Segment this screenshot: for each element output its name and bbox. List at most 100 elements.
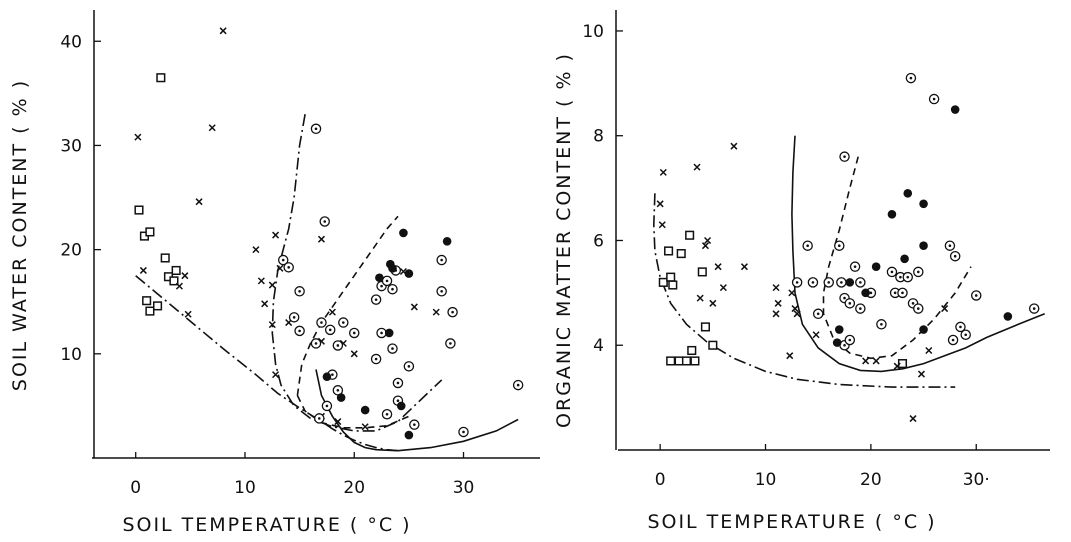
point-square [668,280,678,290]
point-cross [328,308,336,316]
point-filled-circle [861,288,870,298]
point-circle-dot [949,250,961,262]
point-square [134,205,144,215]
x-axis-title: SOIL TEMPERATURE ( °C ) [647,511,936,533]
fit-curve-dash-dot [271,114,443,432]
point-square [156,73,166,83]
point-circle-dot [348,327,360,339]
point-filled-circle [399,228,408,238]
point-circle-dot [812,308,824,320]
point-cross [272,231,280,239]
point-circle-dot [970,290,982,301]
point-circle-dot [387,283,398,295]
point-circle-dot [332,340,344,351]
point-cross [701,242,709,250]
point-square [145,227,155,237]
point-filled-circle [375,273,384,283]
point-filled-circle [404,269,414,278]
point-filled-circle [1003,312,1013,321]
point-cross [361,423,369,431]
point-cross [714,263,722,271]
point-circle-dot [381,275,393,287]
point-cross [812,331,820,339]
x-axis-title: SOIL TEMPERATURE ( °C ) [122,514,411,536]
point-circle-dot [319,216,330,227]
point-cross [317,235,325,243]
point-filled-circle [336,393,346,402]
point-square [687,345,697,356]
point-square [708,340,718,350]
organic-matter-chart: SOIL TEMPERATURE ( °C ) ORGANIC MATTER C… [553,10,1050,533]
point-filled-circle [950,105,960,114]
point-cross [432,308,440,316]
point-circle-dot [370,353,382,365]
point-cross [791,305,799,313]
point-circle-dot [324,324,336,336]
point-circle-dot [839,151,850,162]
point-filled-circle [388,264,397,273]
point-circle-dot [436,254,447,266]
point-circle-dot [381,408,393,420]
y-axis-title: SOIL WATER CONTENT ( % ) [9,79,31,391]
point-square [142,296,152,306]
point-filled-circle [396,401,406,411]
point-cross [195,198,203,206]
point-square [674,356,684,366]
point-cross [175,282,183,290]
point-circle-dot [855,303,866,314]
point-circle-dot [376,327,387,339]
point-circle-dot [445,338,456,349]
point-cross [659,168,667,176]
point-circle-dot [849,261,861,272]
point-filled-circle [322,372,332,382]
x-tick-label: 0 [130,478,141,498]
point-circle-dot [944,240,956,251]
fit-curve-dashed [296,215,399,396]
point-circle-dot [338,317,349,328]
point-square [897,359,908,369]
y-axis-title: ORGANIC MATTER CONTENT ( % ) [553,52,575,428]
point-cross [696,294,704,302]
point-cross [656,200,664,208]
point-circle-dot [928,93,940,105]
point-square [169,276,179,286]
point-square [700,322,711,332]
y-tick-label: 40 [60,32,82,52]
point-square [676,249,686,259]
point-cross [925,346,933,355]
x-tick-label: 0 [655,470,666,490]
fit-curve-solid [791,135,1045,373]
point-circle-dot [283,262,294,273]
point-cross [872,357,880,365]
point-cross [410,303,418,311]
point-cross [181,272,189,280]
point-circle-dot [889,287,901,299]
point-circle-dot [913,266,924,278]
point-square [697,267,707,277]
point-circle-dot [370,294,382,305]
point-circle-dot [403,361,415,372]
point-circle-dot [844,298,856,309]
point-cross [134,133,142,141]
point-circle-dot [807,277,819,288]
point-cross [730,142,738,150]
point-circle-dot [436,286,447,297]
point-cross [208,124,216,132]
point-circle-dot [834,240,845,251]
point-square [145,306,155,316]
x-tick-label: 20 [860,470,882,490]
point-circle-dot [321,400,333,412]
point-circle-dot [855,277,866,288]
x-tick-label: 30· [963,470,990,490]
point-circle-dot [823,277,834,288]
point-circle-dot [913,303,924,314]
y-tick-label: 8 [593,127,604,147]
point-cross [272,371,280,379]
y-tick-label: 10 [582,22,604,42]
point-cross [774,299,782,307]
point-cross [268,281,276,289]
point-cross [941,305,949,313]
point-filled-circle [919,199,928,209]
point-cross [793,310,801,318]
